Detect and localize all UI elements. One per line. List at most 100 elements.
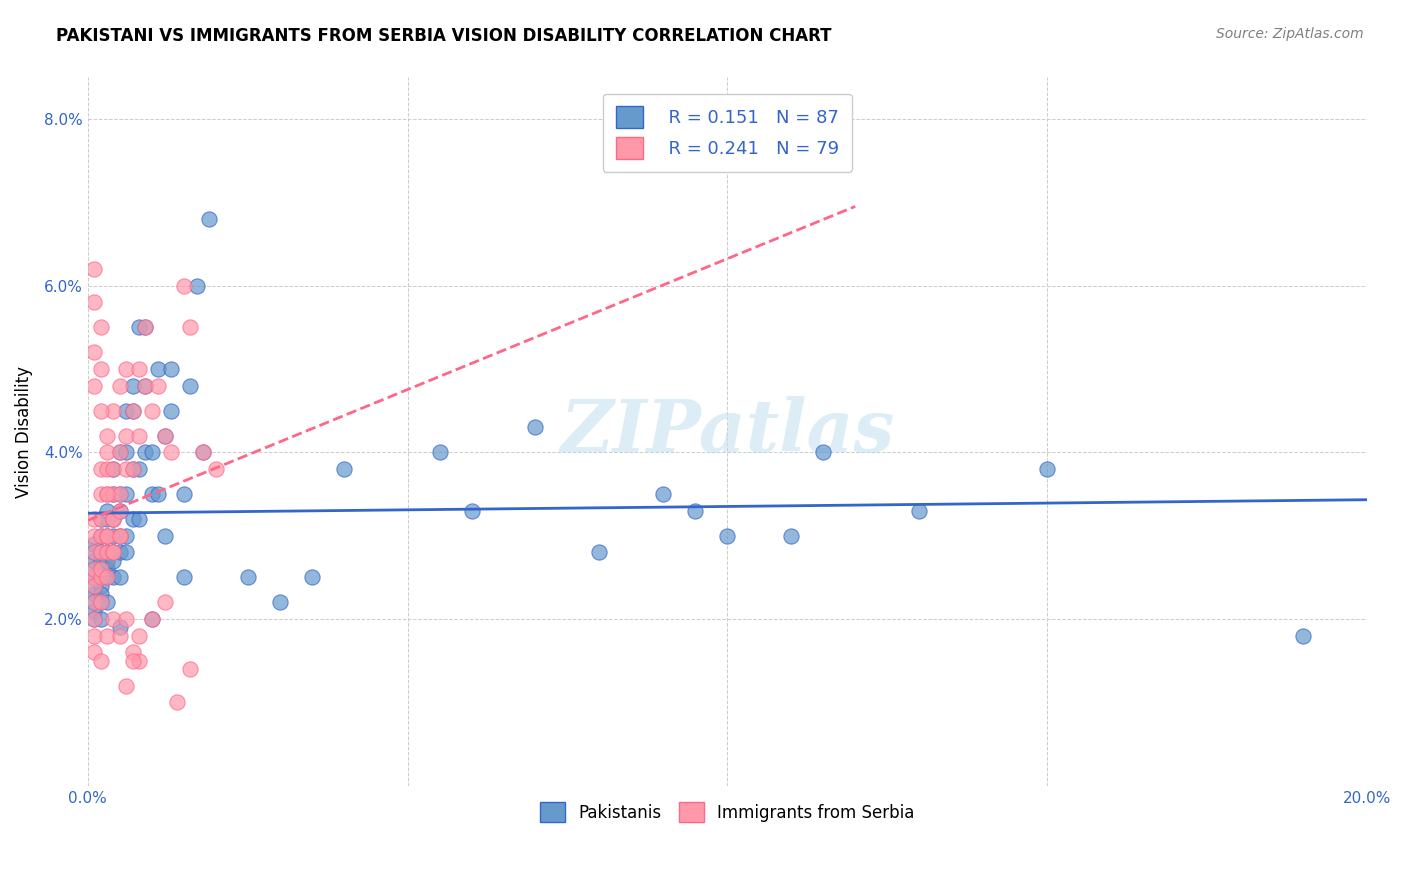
Point — [153, 595, 176, 609]
Point — [96, 562, 118, 576]
Point — [83, 579, 105, 593]
Point — [103, 545, 125, 559]
Point — [121, 462, 143, 476]
Point — [141, 487, 163, 501]
Point — [121, 378, 143, 392]
Point — [128, 512, 150, 526]
Point — [83, 579, 105, 593]
Point — [83, 345, 105, 359]
Point — [128, 654, 150, 668]
Point — [115, 529, 138, 543]
Point — [83, 262, 105, 277]
Point — [128, 462, 150, 476]
Point — [83, 554, 105, 568]
Point — [108, 487, 131, 501]
Point — [160, 445, 183, 459]
Point — [108, 545, 131, 559]
Point — [83, 562, 105, 576]
Point — [90, 320, 112, 334]
Point — [115, 679, 138, 693]
Point — [90, 562, 112, 576]
Point — [103, 487, 125, 501]
Point — [83, 587, 105, 601]
Point — [103, 554, 125, 568]
Point — [780, 529, 803, 543]
Point — [103, 462, 125, 476]
Point — [160, 362, 183, 376]
Point — [108, 529, 131, 543]
Point — [90, 554, 112, 568]
Point — [269, 595, 291, 609]
Point — [524, 420, 547, 434]
Point — [96, 529, 118, 543]
Point — [90, 529, 112, 543]
Point — [90, 587, 112, 601]
Point — [96, 512, 118, 526]
Point — [103, 570, 125, 584]
Point — [103, 545, 125, 559]
Point — [83, 570, 105, 584]
Point — [108, 570, 131, 584]
Point — [115, 445, 138, 459]
Point — [103, 487, 125, 501]
Point — [166, 696, 188, 710]
Point — [83, 545, 105, 559]
Point — [108, 529, 131, 543]
Point — [115, 362, 138, 376]
Point — [96, 629, 118, 643]
Point — [108, 504, 131, 518]
Point — [90, 529, 112, 543]
Point — [115, 404, 138, 418]
Point — [83, 645, 105, 659]
Point — [96, 429, 118, 443]
Point — [103, 512, 125, 526]
Point — [90, 362, 112, 376]
Point — [173, 278, 195, 293]
Point — [813, 445, 835, 459]
Point — [83, 545, 105, 559]
Point — [128, 429, 150, 443]
Legend: Pakistanis, Immigrants from Serbia: Pakistanis, Immigrants from Serbia — [529, 790, 927, 834]
Point — [103, 404, 125, 418]
Point — [103, 462, 125, 476]
Point — [236, 570, 259, 584]
Point — [83, 612, 105, 626]
Point — [90, 654, 112, 668]
Point — [96, 529, 118, 543]
Point — [121, 645, 143, 659]
Point — [90, 487, 112, 501]
Point — [90, 545, 112, 559]
Point — [141, 612, 163, 626]
Point — [96, 462, 118, 476]
Point — [83, 570, 105, 584]
Point — [191, 445, 214, 459]
Point — [179, 320, 201, 334]
Point — [83, 378, 105, 392]
Point — [90, 595, 112, 609]
Point — [134, 378, 156, 392]
Point — [134, 320, 156, 334]
Point — [588, 545, 610, 559]
Point — [115, 429, 138, 443]
Point — [83, 629, 105, 643]
Point — [90, 612, 112, 626]
Point — [83, 537, 105, 551]
Point — [160, 404, 183, 418]
Point — [179, 662, 201, 676]
Point — [90, 570, 112, 584]
Point — [198, 212, 221, 227]
Point — [108, 445, 131, 459]
Point — [186, 278, 208, 293]
Point — [83, 604, 105, 618]
Point — [121, 404, 143, 418]
Point — [96, 545, 118, 559]
Point — [128, 629, 150, 643]
Point — [121, 462, 143, 476]
Point — [460, 504, 482, 518]
Point — [301, 570, 323, 584]
Point — [96, 504, 118, 518]
Point — [83, 295, 105, 310]
Point — [173, 487, 195, 501]
Point — [83, 612, 105, 626]
Point — [179, 378, 201, 392]
